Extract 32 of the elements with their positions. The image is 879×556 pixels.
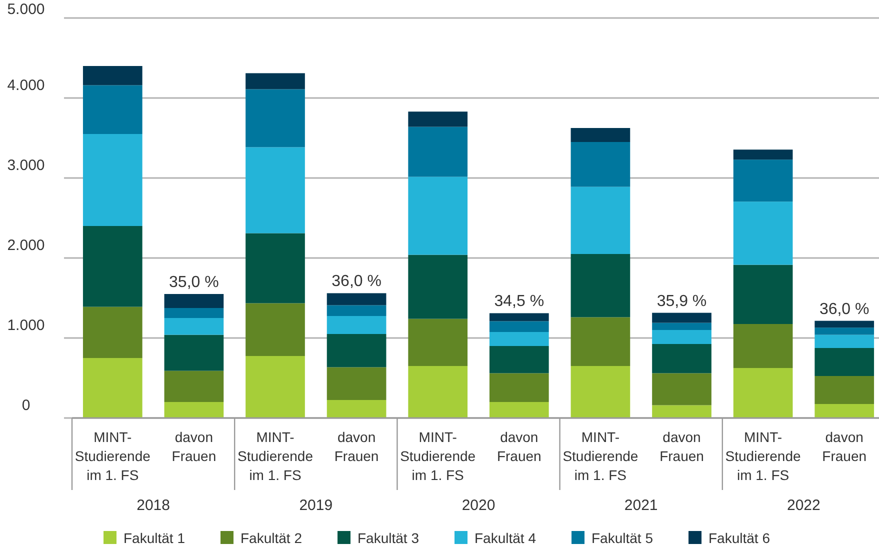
y-tick-label: 3.000 (7, 157, 45, 174)
y-tick-label: 1.000 (7, 317, 45, 334)
y-tick-label: 0 (22, 397, 30, 414)
annotation: 36,0 % (819, 300, 870, 318)
x-tick-label: davon Frauen (334, 429, 379, 464)
legend-label: Fakultät 1 (124, 530, 186, 546)
text: 2022 (787, 497, 820, 514)
text: 2019 (299, 497, 333, 514)
legend-label: Fakultät 4 (474, 530, 536, 546)
x-tick-label: MINT-Studierende im 1. FS (725, 429, 802, 483)
legend-label: Fakultät 5 (592, 530, 654, 546)
legend-label: Fakultät 3 (358, 530, 420, 546)
y-tick-label: 4.000 (7, 77, 45, 94)
annotation: 35,0 % (169, 274, 219, 291)
text: 2018 (136, 497, 170, 514)
x-tick-label: davon Frauen (496, 429, 542, 464)
x-tick-label: MINT-Studierende im 1. FS (400, 429, 476, 483)
x-tick-label: MINT-Studierende im 1. FS (237, 429, 314, 483)
annotation: 36,0 % (332, 273, 382, 290)
x-tick-label: davon Frauen (660, 429, 704, 464)
y-tick-label: 5.000 (7, 1, 45, 18)
text: 2020 (462, 497, 496, 514)
x-tick-label: davon Frauen (172, 429, 216, 464)
x-tick-label: MINT-Studierende im 1. FS (74, 429, 151, 483)
legend-label: Fakultät 2 (240, 530, 302, 546)
annotation: 35,9 % (656, 292, 707, 310)
y-tick-label: 2.000 (7, 237, 45, 254)
x-tick-label: MINT-Studierende im 1. FS (562, 429, 638, 483)
annotation: 34,5 % (494, 293, 544, 310)
legend-label: Fakultät 6 (708, 530, 770, 546)
text: 2021 (624, 497, 658, 514)
x-tick-label: davon Frauen (822, 429, 867, 464)
